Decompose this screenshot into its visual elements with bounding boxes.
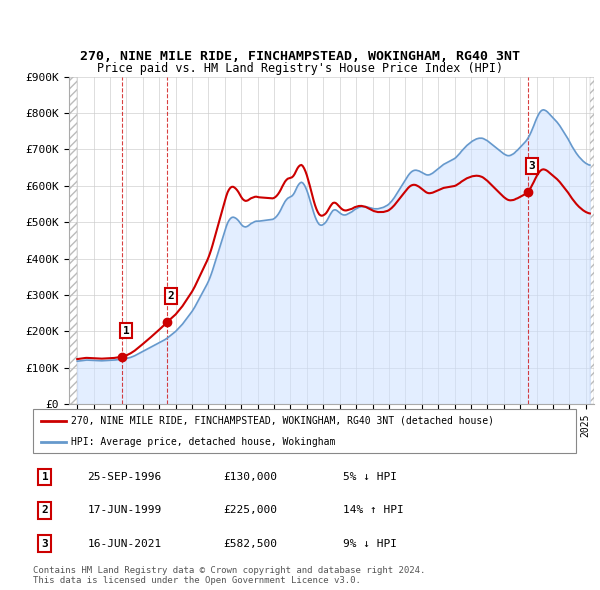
Text: HPI: Average price, detached house, Wokingham: HPI: Average price, detached house, Woki…: [71, 437, 335, 447]
Text: 17-JUN-1999: 17-JUN-1999: [88, 506, 161, 516]
Bar: [590, 77, 594, 404]
Text: 25-SEP-1996: 25-SEP-1996: [88, 473, 161, 482]
Bar: [69, 77, 77, 404]
Bar: [590, 77, 594, 404]
Bar: [69, 77, 77, 404]
Text: 1: 1: [123, 326, 130, 336]
Text: £225,000: £225,000: [223, 506, 277, 516]
Text: 16-JUN-2021: 16-JUN-2021: [88, 539, 161, 549]
Text: 9% ↓ HPI: 9% ↓ HPI: [343, 539, 397, 549]
FancyBboxPatch shape: [33, 409, 576, 453]
Text: 1: 1: [41, 473, 49, 482]
Text: 2: 2: [41, 506, 49, 516]
Text: 3: 3: [41, 539, 49, 549]
Text: £582,500: £582,500: [223, 539, 277, 549]
Text: 14% ↑ HPI: 14% ↑ HPI: [343, 506, 403, 516]
Text: 2: 2: [167, 291, 174, 301]
Text: Price paid vs. HM Land Registry's House Price Index (HPI): Price paid vs. HM Land Registry's House …: [97, 62, 503, 75]
Text: £130,000: £130,000: [223, 473, 277, 482]
Text: 5% ↓ HPI: 5% ↓ HPI: [343, 473, 397, 482]
Text: 270, NINE MILE RIDE, FINCHAMPSTEAD, WOKINGHAM, RG40 3NT (detached house): 270, NINE MILE RIDE, FINCHAMPSTEAD, WOKI…: [71, 416, 494, 426]
Text: 3: 3: [529, 161, 535, 171]
Text: 270, NINE MILE RIDE, FINCHAMPSTEAD, WOKINGHAM, RG40 3NT: 270, NINE MILE RIDE, FINCHAMPSTEAD, WOKI…: [80, 50, 520, 63]
Text: Contains HM Land Registry data © Crown copyright and database right 2024.
This d: Contains HM Land Registry data © Crown c…: [33, 566, 425, 585]
